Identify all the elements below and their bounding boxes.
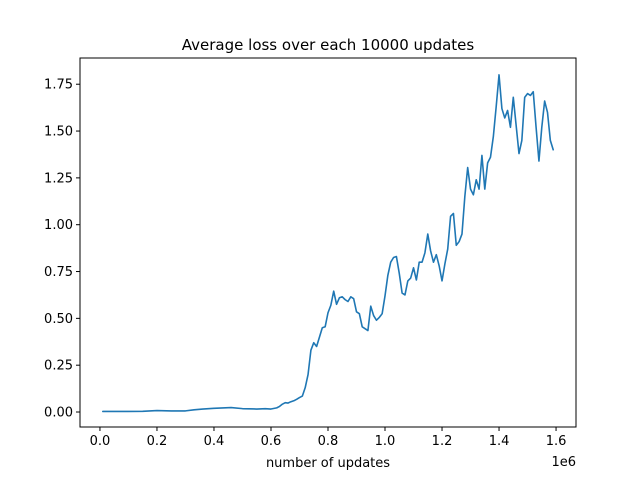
x-tick-label: 1.4 xyxy=(489,434,510,449)
y-tick-label: 0.75 xyxy=(44,265,73,280)
y-tick-label: 0.25 xyxy=(44,359,73,374)
x-tick-label: 1.0 xyxy=(375,434,396,449)
x-axis-label: number of updates xyxy=(266,456,390,471)
x-tick-label: 0.4 xyxy=(204,434,225,449)
x-tick-label: 1.6 xyxy=(546,434,567,449)
loss-series-line xyxy=(102,74,555,413)
y-tick-label: 1.25 xyxy=(44,171,73,186)
plot-area: 0.0 0.2 0.4 0.6 0.8 1.0 1.2 1.4 1.6 0.00 0.25 0.50 0… xyxy=(44,57,577,449)
plot-frame xyxy=(79,57,577,428)
x-tick-label: 0.0 xyxy=(90,434,111,449)
x-tick-label: 0.8 xyxy=(318,434,339,449)
y-tick-label: 1.75 xyxy=(44,78,73,93)
x-tick-label: 1.2 xyxy=(432,434,453,449)
y-tick-label: 1.00 xyxy=(44,218,73,233)
y-tick-label: 1.50 xyxy=(44,125,73,140)
x-axis-offset-label: 1e6 xyxy=(551,455,576,470)
chart-title: Average loss over each 10000 updates xyxy=(182,36,475,54)
y-tick-label: 0.50 xyxy=(44,312,73,327)
x-tick-label: 0.6 xyxy=(261,434,282,449)
x-tick-label: 0.2 xyxy=(147,434,168,449)
y-tick-label: 0.00 xyxy=(44,406,73,421)
